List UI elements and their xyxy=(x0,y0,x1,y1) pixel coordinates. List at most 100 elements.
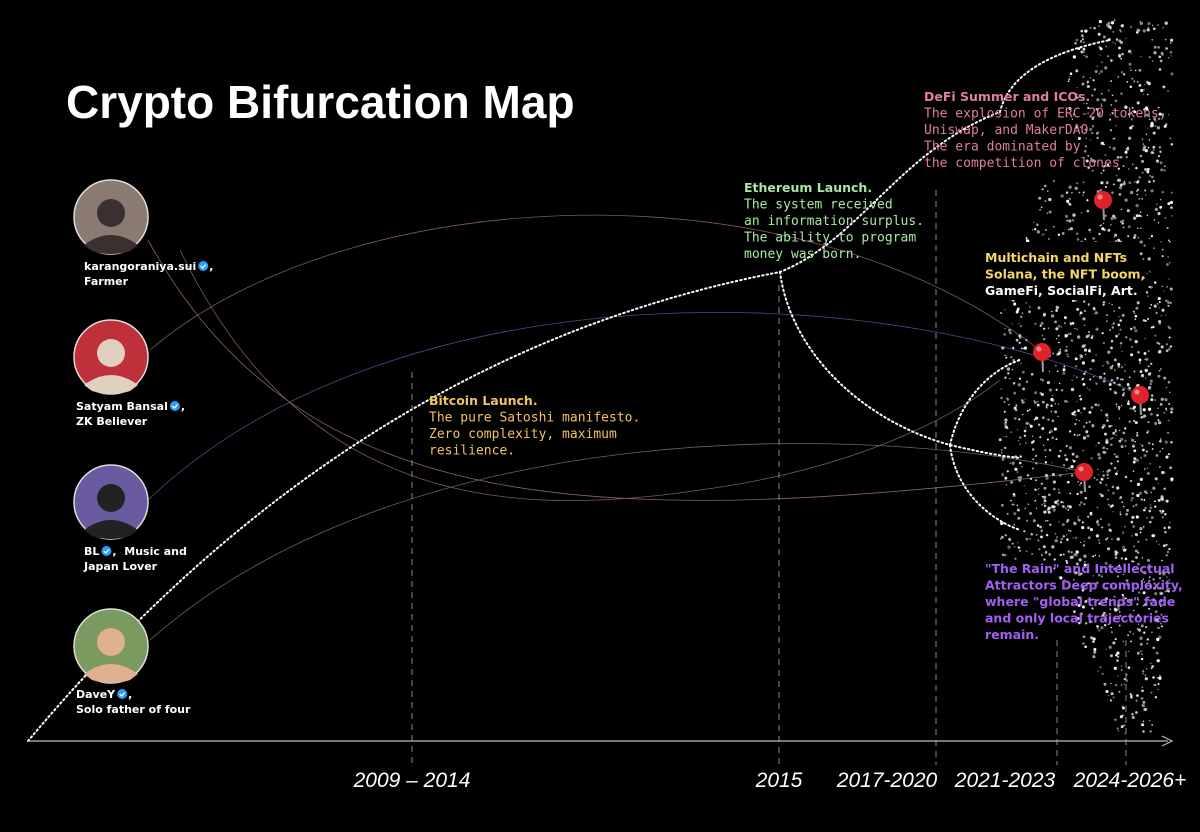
particle xyxy=(1143,93,1145,96)
particle xyxy=(1041,427,1044,430)
particle xyxy=(1121,350,1123,353)
particle xyxy=(1158,68,1162,71)
particle xyxy=(1054,410,1058,414)
particle xyxy=(1161,471,1164,474)
pin-head xyxy=(1131,386,1149,404)
particle xyxy=(1147,579,1151,583)
particle xyxy=(1117,238,1120,242)
particle xyxy=(1102,379,1106,383)
particle xyxy=(1106,314,1108,316)
particle xyxy=(1006,512,1009,515)
particle xyxy=(1012,493,1016,496)
particle xyxy=(1149,379,1153,383)
upper-branch xyxy=(999,39,1111,113)
particle xyxy=(1041,416,1045,420)
particle xyxy=(1141,689,1144,693)
particle xyxy=(1151,631,1153,633)
particle xyxy=(1009,377,1011,380)
particle xyxy=(1075,69,1079,73)
particle xyxy=(1118,417,1121,420)
particle xyxy=(1071,118,1074,120)
particle xyxy=(1144,674,1147,676)
particle xyxy=(1070,551,1073,554)
particle xyxy=(1121,52,1124,56)
particle xyxy=(1078,191,1081,194)
particle xyxy=(1129,640,1133,643)
particle xyxy=(1093,88,1096,91)
particle xyxy=(1125,548,1128,551)
particle xyxy=(1076,400,1078,403)
particle xyxy=(1056,338,1058,340)
particle xyxy=(1121,593,1124,597)
particle xyxy=(1146,668,1148,670)
particle xyxy=(1048,238,1050,240)
particle xyxy=(1132,505,1135,508)
particle xyxy=(1116,486,1120,490)
particle xyxy=(1091,169,1094,172)
particle xyxy=(1058,521,1060,523)
particle xyxy=(1100,626,1104,630)
particle xyxy=(1025,492,1027,495)
particle xyxy=(1110,339,1114,343)
particle xyxy=(1110,346,1113,350)
particle xyxy=(1133,234,1137,237)
particle xyxy=(1137,623,1140,625)
particle xyxy=(1040,321,1044,325)
particle xyxy=(1122,431,1126,435)
particle xyxy=(1160,199,1162,201)
particle xyxy=(1114,550,1118,554)
particle xyxy=(1144,468,1146,470)
particle xyxy=(1122,640,1124,643)
particle xyxy=(1004,446,1007,450)
particle xyxy=(1128,453,1130,455)
particle xyxy=(1154,334,1157,337)
particle xyxy=(1079,125,1082,129)
particle xyxy=(1014,467,1018,471)
particle xyxy=(1166,285,1168,288)
particle xyxy=(1164,512,1167,516)
particle xyxy=(1146,467,1149,470)
annotation-line: resilience. xyxy=(429,444,515,459)
particle xyxy=(1101,98,1104,101)
particle xyxy=(1065,345,1068,348)
particle xyxy=(1147,421,1150,424)
particle xyxy=(1141,557,1144,559)
particle xyxy=(1113,607,1117,611)
particle xyxy=(1042,233,1045,236)
particle xyxy=(1107,350,1111,354)
particle xyxy=(1100,477,1104,481)
particle xyxy=(1117,362,1121,366)
particle xyxy=(1097,474,1100,476)
particle xyxy=(1113,567,1116,570)
particle xyxy=(1135,515,1139,519)
particle xyxy=(1154,505,1157,508)
particle xyxy=(1003,435,1005,438)
particle xyxy=(1025,301,1028,304)
particle xyxy=(1080,412,1082,414)
particle xyxy=(1131,438,1135,442)
particle xyxy=(1116,659,1119,662)
particle xyxy=(1063,316,1067,320)
particle xyxy=(1168,278,1170,280)
particle xyxy=(1163,290,1165,292)
particle xyxy=(1025,237,1028,239)
particle xyxy=(1105,648,1107,651)
particle xyxy=(1121,705,1124,707)
particle xyxy=(1032,467,1034,470)
particle xyxy=(1057,454,1061,458)
particle xyxy=(1076,96,1079,99)
particle xyxy=(1111,485,1115,489)
particle xyxy=(1156,203,1158,205)
particle xyxy=(1146,642,1149,645)
particle xyxy=(1114,638,1117,641)
particle xyxy=(1134,314,1138,318)
particle xyxy=(1049,523,1052,526)
particle xyxy=(1062,553,1065,556)
particle xyxy=(1018,377,1022,380)
particle xyxy=(1013,417,1017,420)
particle xyxy=(1141,686,1144,689)
particle xyxy=(1147,372,1151,376)
particle xyxy=(1112,214,1116,218)
lower-branch xyxy=(779,271,1021,459)
particle xyxy=(1089,367,1092,371)
